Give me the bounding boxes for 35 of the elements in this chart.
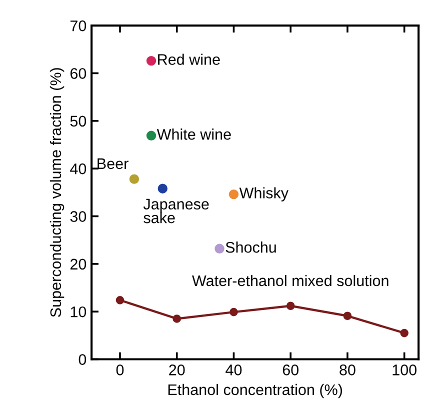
- x-axis-title: Ethanol concentration (%): [168, 384, 342, 398]
- y-tick-label: 30: [70, 211, 86, 222]
- y-tick-label: 20: [70, 258, 86, 270]
- x-tick-label: 100: [392, 364, 416, 376]
- point: [228, 189, 239, 200]
- point: [286, 302, 295, 310]
- point: [129, 174, 140, 184]
- point: [146, 56, 156, 66]
- y-tick-label: 0: [78, 354, 86, 365]
- point: [214, 244, 224, 254]
- x-tick-label: 0: [116, 364, 124, 376]
- series-label: White wine: [156, 128, 231, 140]
- series-label: Red wine: [158, 54, 220, 65]
- y-axis-title: Superconducting volume fraction (%): [50, 68, 64, 317]
- point: [343, 312, 352, 320]
- x-tick-label: 60: [282, 364, 299, 376]
- y-tick-label: 60: [70, 68, 86, 79]
- series-label: Beer: [98, 158, 128, 170]
- x-tick-label: 80: [340, 364, 356, 376]
- point: [158, 184, 168, 194]
- point: [172, 314, 182, 323]
- series-label: Whisky: [239, 187, 288, 202]
- series-label: Shochu: [226, 242, 276, 253]
- x-tick-label: 20: [169, 364, 185, 376]
- point: [116, 296, 124, 304]
- point: [400, 328, 409, 338]
- x-tick-label: 40: [226, 364, 242, 376]
- y-tick-label: 70: [70, 20, 86, 32]
- point: [230, 308, 238, 316]
- series-label: Water-ethanol mixed solution: [192, 274, 388, 286]
- y-tick-label: 10: [70, 306, 86, 318]
- point: [146, 130, 156, 141]
- series-label: Japanese sake: [143, 198, 209, 224]
- y-tick-label: 50: [70, 116, 86, 127]
- y-tick-label: 40: [70, 163, 86, 174]
